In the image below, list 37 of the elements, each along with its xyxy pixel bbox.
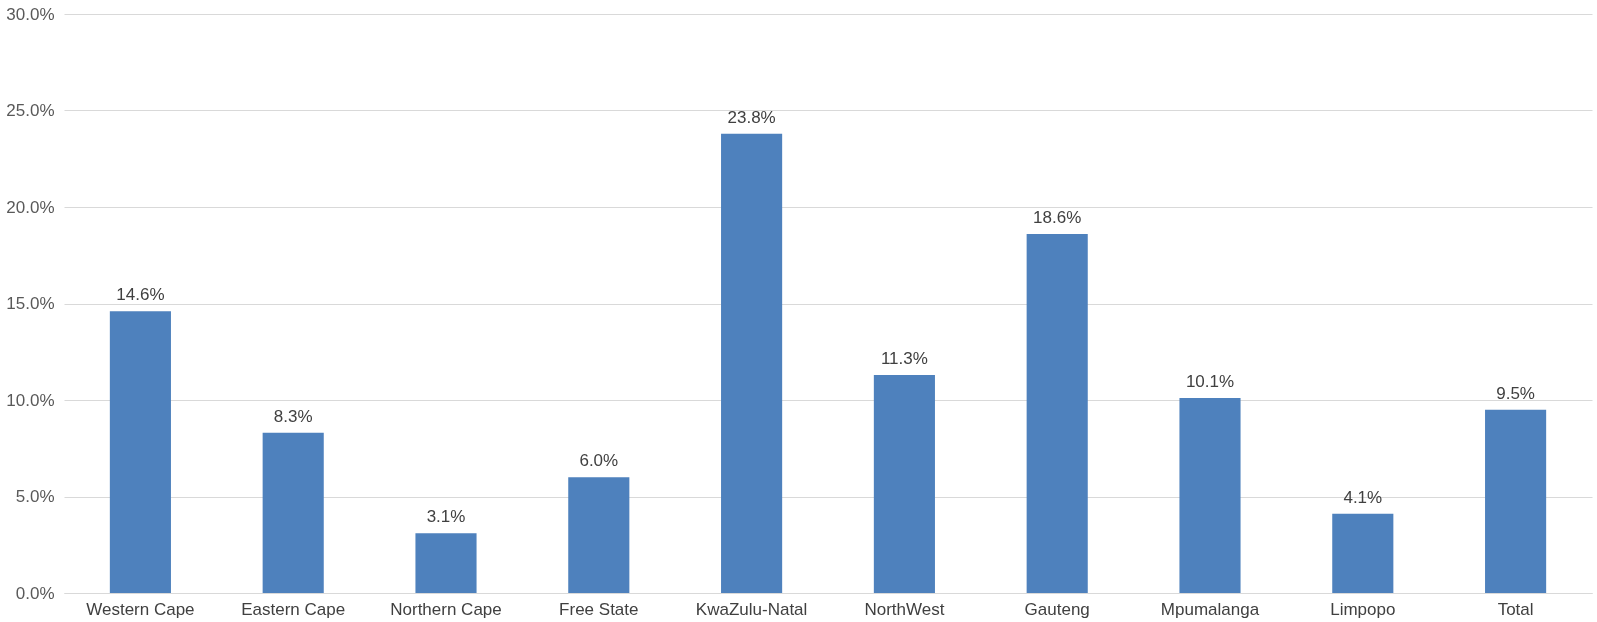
data-label: 11.3% xyxy=(880,348,928,368)
data-label: 4.1% xyxy=(1343,487,1383,507)
x-tick-label: Free State xyxy=(559,599,639,619)
x-tick-label: Western Cape xyxy=(86,599,195,619)
y-tick-label: 20.0% xyxy=(6,197,55,217)
data-label: 3.1% xyxy=(426,507,466,527)
bar xyxy=(1179,398,1241,593)
y-tick-label: 15.0% xyxy=(6,294,55,313)
x-tick-label: Total xyxy=(1497,599,1534,619)
bar xyxy=(1332,513,1394,593)
bar xyxy=(1485,409,1547,593)
data-label: 10.1% xyxy=(1185,372,1235,392)
bar xyxy=(415,533,477,593)
x-tick-label: Mpumalanga xyxy=(1160,599,1260,619)
bar xyxy=(721,133,783,593)
x-tick-label: Gauteng xyxy=(1024,599,1090,619)
y-tick-label: 10.0% xyxy=(6,390,55,410)
data-label: 6.0% xyxy=(579,451,619,471)
y-tick-label: 0.0% xyxy=(15,583,55,603)
y-tick-label: 5.0% xyxy=(15,487,55,506)
x-tick-label: Limpopo xyxy=(1330,599,1396,619)
data-label: 14.6% xyxy=(116,285,165,305)
y-tick-label: 25.0% xyxy=(6,101,55,120)
bar xyxy=(873,374,935,593)
x-tick-label: NorthWest xyxy=(864,599,945,619)
bar xyxy=(1026,234,1088,593)
data-label: 8.3% xyxy=(273,406,313,426)
bar xyxy=(109,311,171,593)
bar xyxy=(568,477,630,593)
data-label: 9.5% xyxy=(1496,383,1535,403)
x-tick-label: KwaZulu-Natal xyxy=(695,599,808,619)
y-tick-label: 30.0% xyxy=(6,4,55,24)
data-label: 23.8% xyxy=(727,107,776,127)
x-tick-label: Eastern Cape xyxy=(241,599,346,619)
bar xyxy=(262,432,324,593)
data-label: 18.6% xyxy=(1033,208,1082,228)
x-tick-label: Northern Cape xyxy=(390,599,502,619)
